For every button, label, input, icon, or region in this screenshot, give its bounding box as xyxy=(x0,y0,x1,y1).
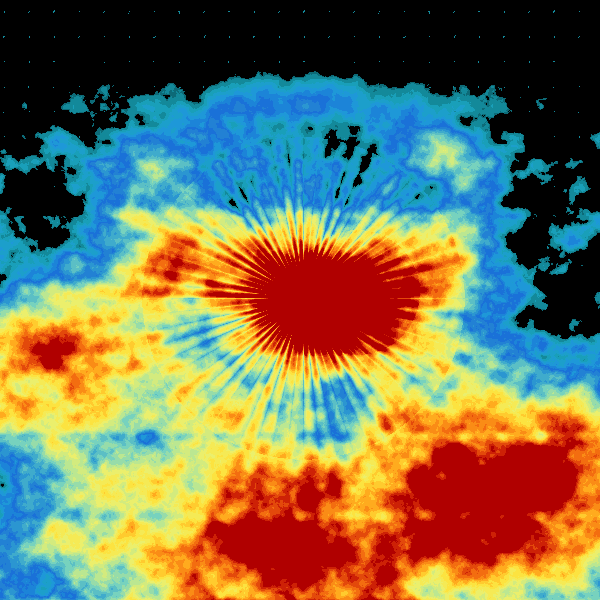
radar-image-viewport: Radar Reflectivity Field Pixelated false… xyxy=(0,0,600,600)
reflectivity-heatmap-canvas xyxy=(0,0,600,600)
